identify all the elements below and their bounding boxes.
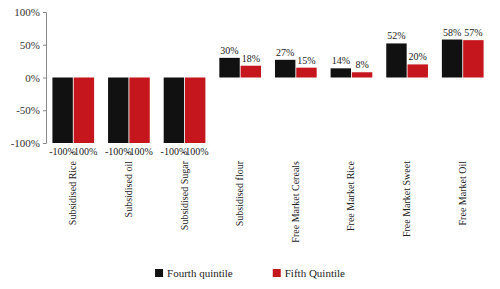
y-axis: -100% -50% 0% 50% 100%	[11, 6, 47, 149]
y-tick-mark	[43, 143, 46, 144]
data-labels: -100%-100%-100%30%27%14%52%58%-100%-100%…	[49, 27, 482, 157]
bar	[108, 78, 128, 144]
data-label: 14%	[332, 55, 350, 66]
y-tick-label: -50%	[16, 104, 40, 116]
x-tick-label: Subsidised oil	[123, 161, 134, 218]
x-axis-labels: Subsidised Rice Subsidised oil Subsidised …	[67, 160, 467, 242]
y-tick: -50%	[16, 104, 46, 116]
bar	[463, 40, 483, 77]
series	[74, 40, 484, 143]
legend-label: Fourth quintile	[167, 267, 233, 279]
legend-item: Fourth quintile	[155, 267, 233, 279]
x-tick-label: Free Market Rice	[345, 160, 356, 231]
series	[52, 40, 462, 143]
y-axis-line	[43, 13, 47, 144]
x-tick-label: Free Market Oil	[457, 161, 468, 226]
data-label: 18%	[242, 53, 260, 64]
x-tick-label: Subsidised flour	[234, 160, 245, 226]
y-tick: 50%	[20, 39, 46, 51]
y-tick: 0%	[25, 72, 46, 84]
bar	[129, 78, 149, 144]
legend: Fourth quintile Fifth Quintile	[155, 267, 345, 279]
y-tick-label: -100%	[11, 137, 40, 149]
data-label: 52%	[387, 30, 405, 41]
bar	[74, 78, 94, 144]
y-tick-mark	[43, 78, 46, 79]
bar	[219, 58, 239, 78]
data-label: 8%	[355, 59, 368, 70]
x-tick-label: Free Market Cereals	[290, 161, 301, 243]
data-label: 30%	[220, 45, 238, 56]
bar	[296, 68, 316, 78]
data-label: -100%	[126, 146, 153, 157]
data-label: 20%	[409, 51, 427, 62]
x-tick-label: Free Market Sweet	[401, 161, 412, 237]
x-tick-label: Subsidised Rice	[67, 160, 78, 225]
y-tick-mark	[43, 45, 46, 46]
bar	[331, 68, 351, 77]
bar	[241, 66, 261, 78]
x-tick-label: Subsidised Sugar	[179, 160, 190, 230]
data-label: -100%	[71, 146, 98, 157]
legend-swatch	[155, 269, 163, 277]
y-tick: 100%	[14, 6, 46, 18]
data-label: 27%	[276, 47, 294, 58]
bar	[442, 40, 462, 78]
data-label: -100%	[182, 146, 209, 157]
y-tick-label: 100%	[14, 6, 40, 18]
y-tick-mark	[43, 110, 46, 111]
y-tick: -100%	[11, 137, 46, 149]
bar	[185, 78, 205, 144]
chart: -100%-50%0%50%100%-100%-100%-100%30%27%1…	[0, 0, 500, 289]
bar	[408, 64, 428, 77]
legend-label: Fifth Quintile	[285, 267, 345, 279]
data-label: 15%	[297, 55, 315, 66]
bar	[275, 60, 295, 78]
legend-swatch	[273, 269, 281, 277]
y-tick-label: 0%	[25, 72, 40, 84]
y-tick-mark	[43, 12, 46, 13]
bars	[52, 40, 483, 143]
bar	[352, 72, 372, 77]
bar	[52, 78, 72, 144]
bar	[164, 78, 184, 144]
y-tick-label: 50%	[20, 39, 40, 51]
legend-item: Fifth Quintile	[273, 267, 345, 279]
data-label: 57%	[464, 27, 482, 38]
data-label: 58%	[443, 27, 461, 38]
bar	[386, 43, 406, 77]
